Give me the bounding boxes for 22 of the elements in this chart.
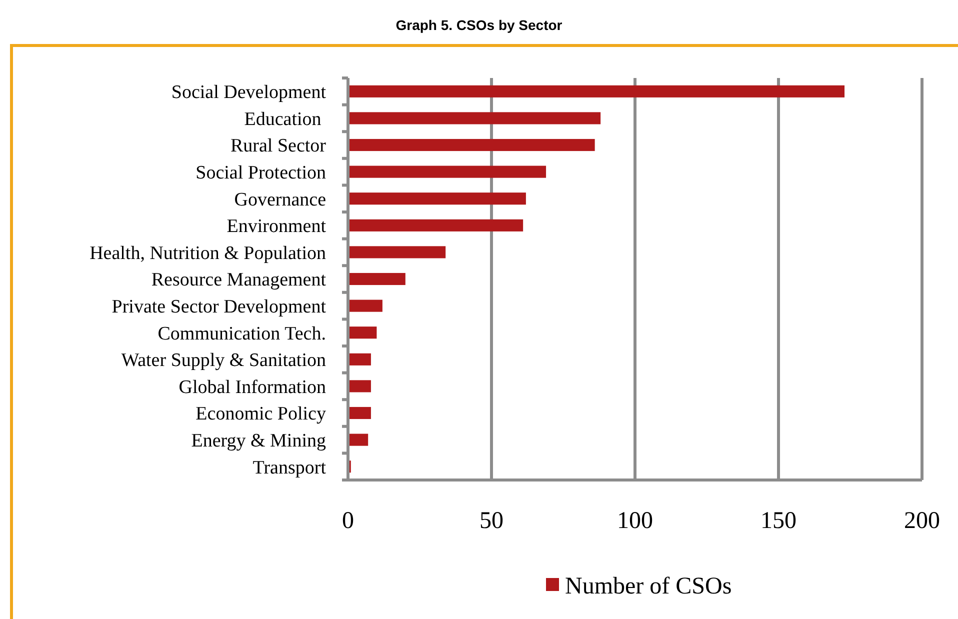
y-tick-label: Economic Policy xyxy=(196,404,326,425)
x-tick-label: 200 xyxy=(904,508,940,534)
y-tick-label: Social Protection xyxy=(196,162,326,184)
y-tick-label: Health, Nutrition & Population xyxy=(90,242,326,264)
y-tick-label: Global Information xyxy=(178,376,326,398)
x-tick-label: 50 xyxy=(480,508,504,534)
y-tick-label: Governance xyxy=(234,189,326,210)
y-tick-label: Transport xyxy=(252,457,327,478)
x-tick-label: 100 xyxy=(617,508,653,534)
y-tick-label: Resource Management xyxy=(151,270,327,291)
y-tick-label: Environment xyxy=(226,216,327,238)
legend-label: Number of CSOs xyxy=(565,573,732,600)
y-tick-label: Social Development xyxy=(171,82,327,104)
chart-title: Graph 5. CSOs by Sector xyxy=(396,17,563,33)
y-tick-label: Education xyxy=(244,108,326,130)
y-tick-label: Communication Tech. xyxy=(158,323,326,344)
y-tick-label: Energy & Mining xyxy=(191,430,326,452)
x-tick-label: 150 xyxy=(760,508,796,534)
x-tick-label: 0 xyxy=(342,508,354,534)
y-tick-label: Water Supply & Sanitation xyxy=(121,350,326,372)
y-tick-label: Private Sector Development xyxy=(112,296,327,318)
y-tick-label: Rural Sector xyxy=(230,136,327,157)
